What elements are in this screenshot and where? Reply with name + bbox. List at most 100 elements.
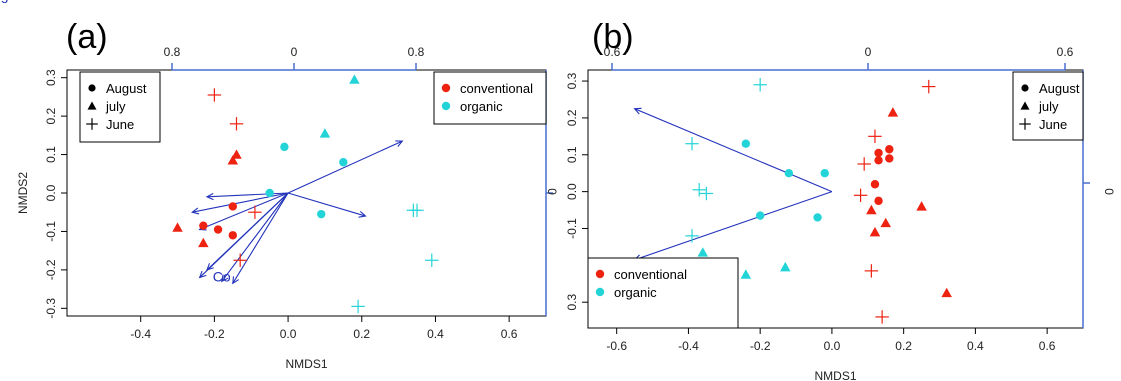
vector-label: Fe [0, 0, 8, 3]
vector-line [634, 191, 833, 261]
vector-arrowhead [358, 210, 367, 218]
point-triangle [780, 261, 791, 272]
vector-ti: Ti [0, 0, 367, 218]
x-tick-label: 0.2 [353, 327, 370, 341]
point-circle [317, 209, 326, 219]
point-plus [875, 310, 889, 324]
point-triangle [172, 222, 183, 232]
vector-arrowhead [633, 107, 642, 115]
vector-line [199, 192, 289, 231]
vector-label: As [0, 0, 8, 3]
vector-line [232, 192, 289, 284]
vector-co: Co [213, 192, 289, 284]
x-tick-label: 0.6 [1039, 339, 1056, 353]
vector-arrowhead [395, 140, 404, 147]
point-plus [685, 229, 699, 243]
point-circle [820, 169, 829, 178]
legend-month: August july June [1012, 71, 1084, 141]
point-triangle [887, 107, 899, 117]
point-plus [351, 299, 365, 314]
x-tick-label: 0.2 [895, 339, 912, 353]
point-circle [813, 213, 822, 222]
vector-label: Co [213, 268, 231, 284]
legend-box [587, 257, 739, 329]
point-circle [874, 148, 883, 158]
point-circle [213, 225, 223, 234]
legend-entry: June [106, 117, 134, 132]
top-axis-label: 0.8 [408, 45, 425, 59]
x-axis-title: NMDS1 [814, 369, 856, 381]
point-plus [410, 203, 424, 218]
x-tick-label: -0.2 [204, 327, 225, 341]
x-tick-label: -0.4 [678, 339, 699, 353]
y-tick-label: 0.2 [44, 107, 58, 124]
x-tick-label: -0.2 [750, 339, 771, 353]
point-triangle [319, 128, 331, 138]
point-plus [922, 79, 936, 94]
y-tick-label: -0.1 [565, 218, 579, 239]
top-axis-label: 0 [291, 45, 298, 59]
legend-entry: conventional [614, 267, 687, 282]
y-tick-label: 0.0 [565, 183, 579, 200]
y-tick-label: 0.1 [44, 146, 58, 163]
top-axis-label: 0.8 [164, 45, 181, 59]
y-tick-label: 0.2 [565, 109, 579, 126]
y-axis-title: NMDS2 [16, 172, 30, 214]
y-tick-label: 0.0 [44, 184, 58, 201]
points [172, 74, 439, 314]
legend-management: conventional organic [433, 71, 547, 125]
y-tick-label: -0.3 [44, 298, 58, 319]
vector-line [192, 192, 289, 213]
point-circle [199, 221, 208, 230]
point-circle [870, 180, 880, 189]
x-tick-label: 0.0 [280, 327, 297, 341]
vector-label: Ni [0, 0, 7, 3]
x-tick-label: 0.0 [824, 339, 841, 353]
point-triangle [349, 74, 360, 84]
vector-ni: Ni [0, 0, 289, 285]
point-plus [233, 253, 247, 267]
top-axis-label: 0.6 [1057, 45, 1074, 59]
point-plus [86, 118, 98, 130]
legend-entry: June [1039, 117, 1067, 132]
point-circle [280, 142, 289, 152]
point-plus [207, 88, 222, 102]
legend-entry: organic [460, 99, 503, 114]
y-tick-label: -0.1 [44, 221, 58, 242]
point-triangle [916, 201, 927, 211]
panel-a: (a) -0.4 -0.2 0.0 0.2 0.4 0.6 NMDS1 -0.3 -0.2 -0.1… [0, 0, 553, 371]
vector-as: As [0, 0, 289, 279]
y-tick-label: -0.2 [44, 259, 58, 280]
x-tick-label: 0.6 [501, 327, 518, 341]
vector-label: Mn [0, 0, 10, 3]
vector-line [206, 192, 289, 198]
top-axis-label: 0 [865, 45, 872, 59]
point-plus [699, 186, 714, 201]
vector-arrowhead [220, 274, 229, 283]
legend-management: conventional organic [587, 257, 739, 329]
point-triangle [880, 217, 891, 228]
vector-line [221, 192, 289, 282]
vectors: MoCu [0, 0, 833, 262]
vector-label: Ti [0, 0, 6, 3]
point-plus [229, 117, 244, 131]
legend-entry: conventional [460, 81, 533, 96]
vector-line [287, 140, 403, 194]
vector-line [199, 192, 289, 278]
point-circle [228, 231, 238, 240]
x-tick-label: -0.4 [130, 327, 151, 341]
point-circle [441, 101, 451, 111]
vector-arrowhead [191, 207, 200, 215]
point-plus [853, 188, 868, 203]
point-plus [753, 78, 767, 92]
legend-box [433, 71, 547, 125]
y-tick-label: 0.3 [565, 294, 579, 311]
point-plus [857, 157, 871, 171]
point-triangle [740, 269, 752, 279]
y-tick-label: 0.1 [565, 146, 579, 163]
point-circle [755, 211, 765, 220]
point-circle [1021, 84, 1029, 92]
point-plus [864, 264, 879, 278]
x-axis-title: NMDS1 [285, 357, 327, 371]
vector-ph: pH [0, 0, 404, 194]
